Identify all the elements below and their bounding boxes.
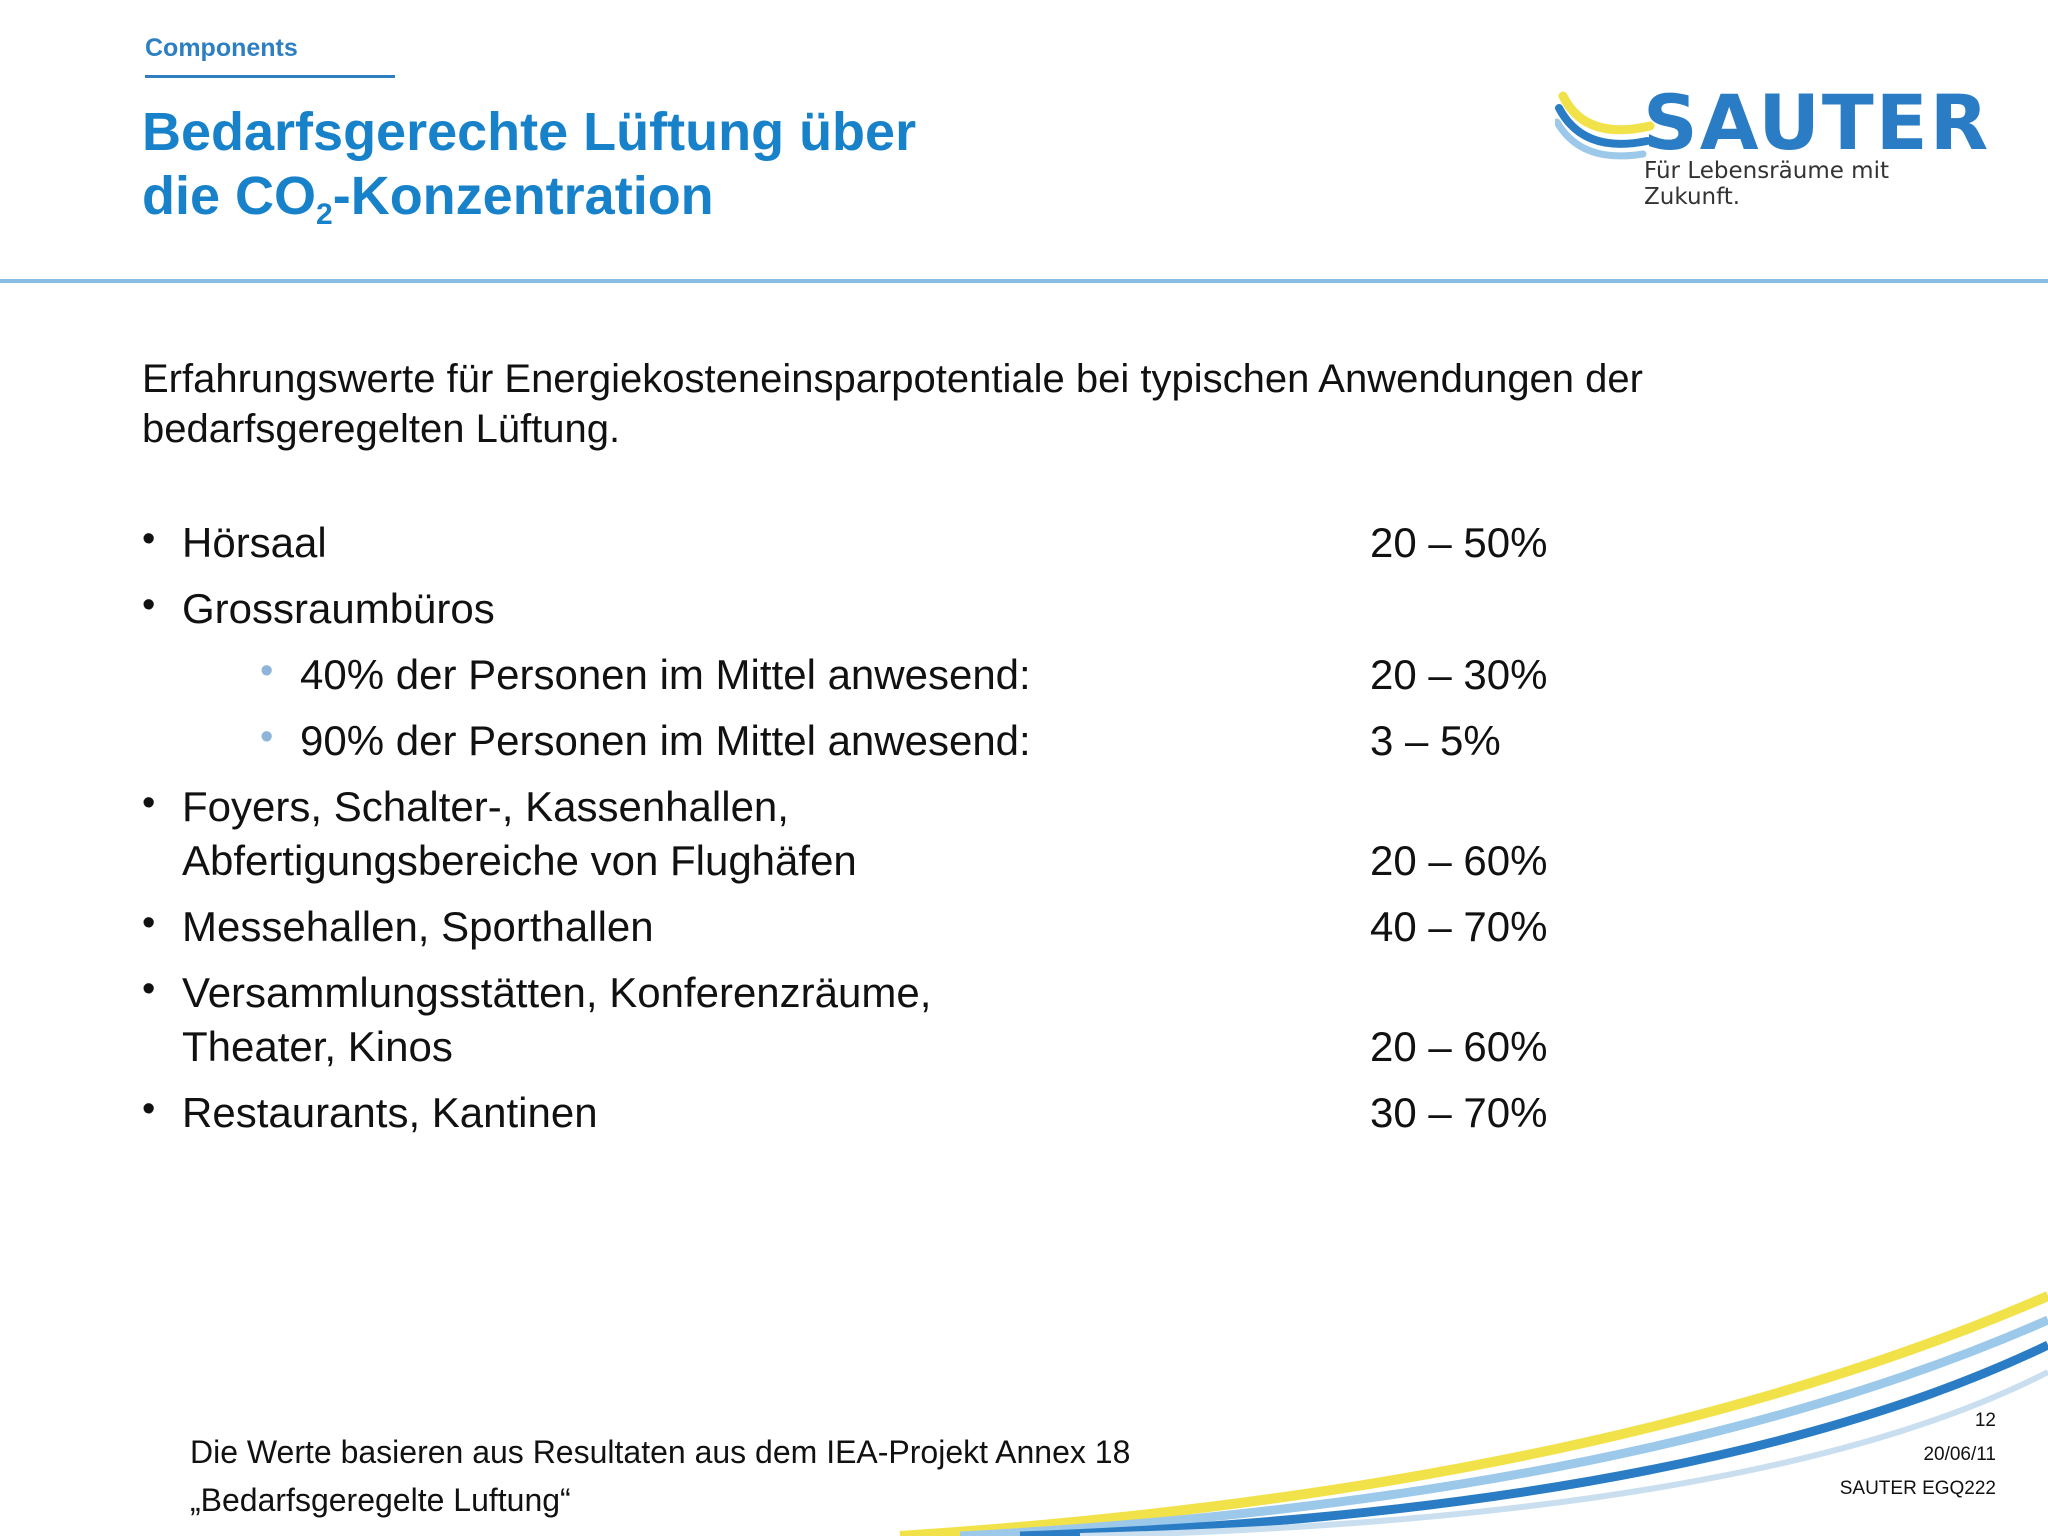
sauter-logo: SAUTER Für Lebensräume mit Zukunft. [1555, 78, 1988, 210]
document-code: SAUTER EGQ222 [1839, 1478, 1996, 1499]
bullet: • [142, 1088, 156, 1130]
list-item-value: 20 – 60% [1370, 1023, 1548, 1070]
bullet: • [142, 968, 156, 1010]
list-item-value: 3 – 5% [1370, 717, 1501, 764]
intro-text: Erfahrungswerte für Energiekosteneinspar… [142, 357, 1643, 451]
list-item-label: 90% der Personen im Mittel anwesend: [300, 717, 1031, 764]
list-item-value: 40 – 70% [1370, 903, 1548, 950]
footnote: Die Werte basieren aus Resultaten aus de… [190, 1428, 1130, 1524]
footnote-line-2: „Bedarfsgeregelte Luftung“ [190, 1482, 571, 1518]
list-item-label: Grossraumbüros [182, 585, 495, 632]
list-item-value: 30 – 70% [1370, 1089, 1548, 1136]
list-item-label: Versammlungsstätten, Konferenzräume, [182, 969, 932, 1016]
list-item-label: Abfertigungsbereiche von Flughäfen [182, 837, 857, 884]
footnote-line-1: Die Werte basieren aus Resultaten aus de… [190, 1434, 1131, 1470]
list-item-value: 20 – 30% [1370, 651, 1548, 698]
list-item-label: 40% der Personen im Mittel anwesend: [300, 651, 1031, 698]
sub-bullet: • [260, 650, 274, 692]
list-item-label: Foyers, Schalter-, Kassenhallen, [182, 783, 789, 830]
list-item-label: Messehallen, Sporthallen [182, 903, 654, 950]
list-item-value: 20 – 60% [1370, 837, 1548, 884]
title-subscript: 2 [316, 198, 333, 231]
logo-tagline: Für Lebensräume mit Zukunft. [1644, 158, 1889, 210]
slide-date: 20/06/11 [1923, 1444, 1996, 1465]
section-rule [145, 75, 395, 78]
slide-title: Bedarfsgerechte Lüftung über die CO2-Kon… [142, 100, 917, 231]
logo-wave-icon [1555, 91, 1655, 160]
list-item-label: Restaurants, Kantinen [182, 1089, 598, 1136]
header-divider [0, 279, 2048, 283]
bullet: • [142, 782, 156, 824]
title-text-concentration: -Konzentration [332, 166, 714, 226]
bullet: • [142, 518, 156, 560]
title-text-co: die CO [142, 166, 317, 226]
logo-wordmark: SAUTER [1643, 78, 1991, 167]
sub-bullet: • [260, 716, 274, 758]
list-item-value: 20 – 50% [1370, 519, 1548, 566]
bullet: • [142, 902, 156, 944]
title-line-1: Bedarfsgerechte Lüftung über [142, 102, 917, 162]
page-number: 12 [1974, 1410, 1996, 1431]
list-item-label: Hörsaal [182, 519, 327, 566]
list-item-label: Theater, Kinos [182, 1023, 453, 1070]
bullet: • [142, 584, 156, 626]
title-line-2: die CO2-Konzentration [142, 164, 916, 231]
section-label: Components [145, 34, 298, 62]
